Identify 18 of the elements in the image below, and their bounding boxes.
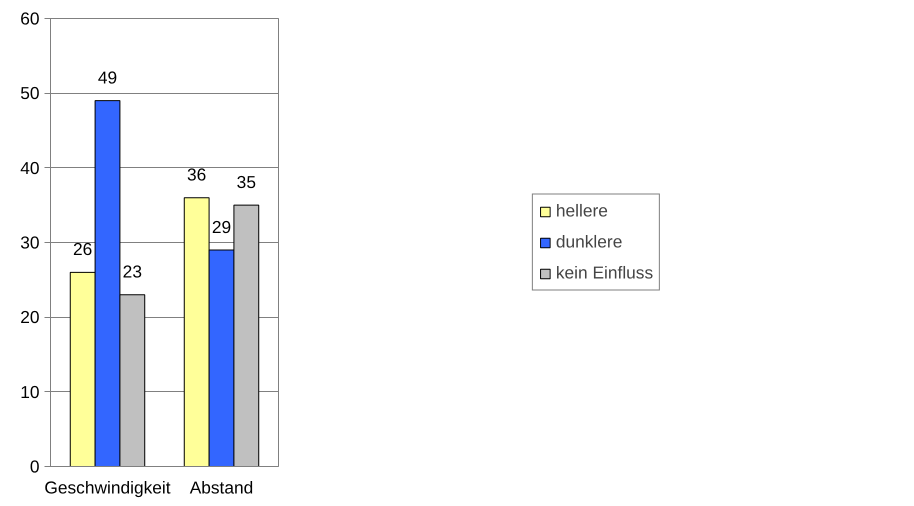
y-tick-label: 0 (30, 456, 40, 476)
data-label: 36 (187, 164, 206, 185)
data-label: 23 (122, 262, 142, 282)
data-label: 35 (236, 172, 256, 192)
y-tick-label: 10 (20, 382, 40, 402)
y-tick-label: 30 (20, 232, 40, 252)
data-label: 26 (73, 239, 92, 260)
data-label: 29 (212, 216, 232, 237)
legend-label: hellere (556, 200, 608, 222)
legend-label: dunklere (556, 232, 622, 252)
legend-label: kein Einfluss (556, 262, 654, 284)
y-tick-label: 20 (20, 307, 40, 328)
data-label: 49 (98, 67, 118, 88)
y-tick-label: 40 (20, 158, 40, 178)
y-tick-label: 60 (20, 8, 40, 28)
x-tick-label: Geschwindigkeit (44, 478, 171, 498)
y-tick-label: 50 (20, 83, 40, 104)
x-tick-label: Abstand (190, 478, 254, 498)
